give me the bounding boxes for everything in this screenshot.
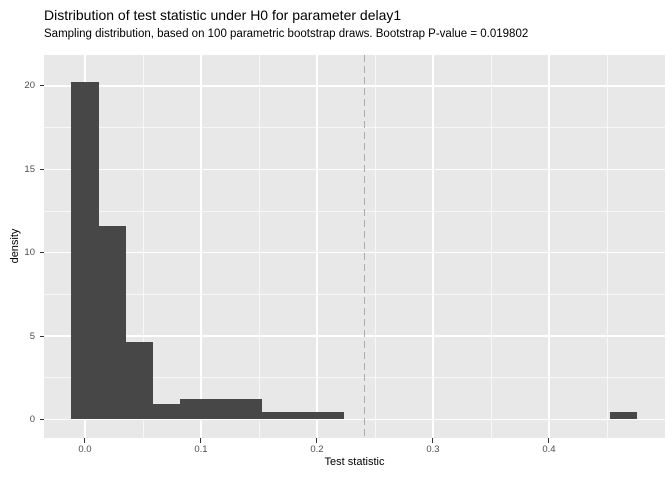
y-tick-label: 10: [24, 247, 35, 259]
y-tick-mark: [39, 335, 44, 337]
histogram-bar: [289, 412, 317, 420]
y-tick-mark: [39, 85, 44, 87]
plot-title: Distribution of test statistic under H0 …: [44, 7, 402, 23]
y-tick-mark: [39, 252, 44, 254]
gridline-y-minor: [44, 377, 665, 379]
x-tick-label: 0.1: [194, 444, 208, 455]
x-tick-mark: [84, 438, 86, 443]
y-tick-label: 20: [24, 80, 35, 92]
y-tick-label: 0: [29, 413, 35, 425]
histogram-bar: [316, 412, 344, 420]
gridline-x-major: [548, 55, 550, 438]
x-tick-mark: [548, 438, 550, 443]
gridline-y-minor: [44, 127, 665, 128]
gridline-y-minor: [44, 294, 665, 295]
gridline-y-minor: [44, 210, 665, 212]
histogram-bar: [234, 398, 263, 420]
histogram-bar: [153, 404, 181, 420]
gridline-x-major: [432, 55, 434, 438]
x-tick-mark: [432, 438, 434, 443]
gridline-y-major: [44, 168, 665, 170]
gridline-y-major: [44, 251, 665, 254]
x-tick-mark: [316, 438, 318, 443]
x-tick-label: 0.4: [542, 444, 556, 455]
histogram-bar: [610, 412, 638, 420]
y-tick-mark: [39, 418, 44, 420]
gridline-x-minor: [606, 55, 608, 438]
x-tick-mark: [200, 438, 202, 443]
gridline-x-major: [200, 55, 202, 438]
histogram-bar: [180, 398, 208, 420]
histogram-bar: [207, 398, 235, 420]
y-axis-title: density: [9, 228, 21, 264]
histogram-bar: [71, 81, 99, 420]
gridline-x-minor: [142, 55, 144, 438]
gridline-x-major: [316, 55, 318, 438]
gridline-y-major: [44, 85, 665, 87]
observed-statistic-line: [363, 55, 366, 438]
gridline-x-minor: [374, 55, 376, 438]
histogram-bar: [262, 412, 290, 420]
chart-panel: [44, 55, 665, 438]
gridline-y-major: [44, 418, 665, 421]
y-tick-mark: [39, 168, 44, 170]
gridline-x-minor: [490, 55, 492, 438]
gridline-x-minor: [258, 55, 260, 438]
y-tick-label: 5: [29, 330, 35, 342]
histogram-bar: [98, 225, 126, 420]
gridline-y-major: [44, 335, 665, 337]
histogram-bar: [125, 341, 154, 420]
x-axis-title: Test statistic: [324, 456, 385, 468]
x-tick-label: 0.2: [310, 444, 324, 455]
plot-subtitle: Sampling distribution, based on 100 para…: [44, 28, 529, 40]
x-tick-label: 0.0: [78, 444, 92, 455]
x-tick-label: 0.3: [426, 444, 440, 455]
y-tick-label: 15: [24, 163, 35, 175]
